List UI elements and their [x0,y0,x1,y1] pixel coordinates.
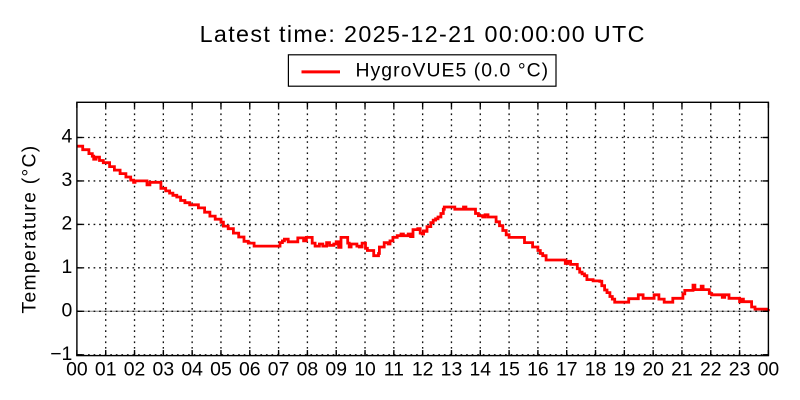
svg-text:10: 10 [354,358,376,380]
svg-text:04: 04 [181,358,203,380]
svg-text:Temperature (°C): Temperature (°C) [19,145,41,314]
svg-text:08: 08 [297,358,319,380]
svg-text:15: 15 [498,358,520,380]
svg-text:16: 16 [527,358,549,380]
svg-text:07: 07 [268,358,290,380]
svg-text:14: 14 [469,358,491,380]
svg-text:−1: −1 [50,343,72,365]
svg-text:18: 18 [585,358,607,380]
svg-text:Latest time: 2025-12-21 00:00:: Latest time: 2025-12-21 00:00:00 UTC [200,21,646,47]
svg-text:12: 12 [412,358,434,380]
svg-text:20: 20 [642,358,664,380]
svg-text:06: 06 [239,358,261,380]
svg-text:05: 05 [210,358,232,380]
svg-text:19: 19 [614,358,636,380]
svg-text:0: 0 [62,299,73,321]
svg-text:17: 17 [556,358,578,380]
svg-text:03: 03 [153,358,175,380]
svg-text:1: 1 [62,256,73,278]
svg-text:3: 3 [62,169,73,191]
svg-text:13: 13 [441,358,463,380]
svg-text:01: 01 [95,358,117,380]
svg-text:00: 00 [66,358,88,380]
svg-text:22: 22 [700,358,722,380]
svg-text:HygroVUE5 (0.0 °C): HygroVUE5 (0.0 °C) [356,60,550,82]
svg-text:2: 2 [62,212,73,234]
svg-text:21: 21 [671,358,693,380]
svg-text:11: 11 [384,358,404,380]
svg-text:09: 09 [325,358,347,380]
svg-text:23: 23 [729,358,751,380]
svg-text:4: 4 [62,126,73,148]
svg-text:02: 02 [124,358,146,380]
svg-text:00: 00 [758,358,780,380]
